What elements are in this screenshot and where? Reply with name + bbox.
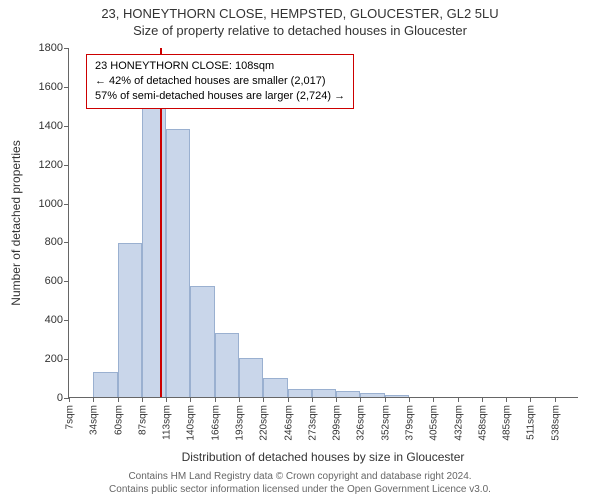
histogram-bar bbox=[239, 358, 263, 397]
x-tick-mark bbox=[336, 397, 337, 402]
x-tick-label: 246sqm bbox=[281, 405, 294, 441]
x-tick-label: 113sqm bbox=[160, 405, 173, 440]
histogram-bar bbox=[190, 286, 214, 397]
x-tick-mark bbox=[239, 397, 240, 402]
x-tick-label: 511sqm bbox=[524, 405, 537, 440]
x-tick-mark bbox=[555, 397, 556, 402]
x-tick-label: 352sqm bbox=[378, 405, 391, 441]
x-tick-mark bbox=[312, 397, 313, 402]
footer-line: Contains HM Land Registry data © Crown c… bbox=[0, 470, 600, 483]
histogram-bar bbox=[142, 86, 166, 397]
x-tick-mark bbox=[215, 397, 216, 402]
histogram-bar bbox=[263, 378, 287, 397]
histogram-bar bbox=[312, 389, 336, 397]
y-tick-mark bbox=[64, 281, 69, 282]
x-tick-mark bbox=[288, 397, 289, 402]
y-tick-mark bbox=[64, 87, 69, 88]
x-tick-mark bbox=[458, 397, 459, 402]
x-tick-label: 34sqm bbox=[87, 405, 100, 435]
histogram-bar bbox=[360, 393, 384, 397]
x-tick-label: 405sqm bbox=[427, 405, 440, 441]
x-tick-label: 273sqm bbox=[305, 405, 318, 441]
x-tick-label: 140sqm bbox=[184, 405, 197, 441]
x-tick-mark bbox=[506, 397, 507, 402]
y-tick-mark bbox=[64, 204, 69, 205]
histogram-bar bbox=[166, 129, 190, 397]
x-tick-label: 7sqm bbox=[63, 405, 76, 429]
title-line-2: Size of property relative to detached ho… bbox=[0, 21, 600, 38]
y-tick-mark bbox=[64, 165, 69, 166]
info-line: 23 HONEYTHORN CLOSE: 108sqm bbox=[95, 59, 345, 74]
x-tick-mark bbox=[190, 397, 191, 402]
x-tick-label: 326sqm bbox=[354, 405, 367, 441]
x-tick-mark bbox=[166, 397, 167, 402]
x-tick-mark bbox=[69, 397, 70, 402]
x-tick-mark bbox=[263, 397, 264, 402]
histogram-bar bbox=[288, 389, 312, 397]
x-tick-label: 432sqm bbox=[451, 405, 464, 441]
x-tick-label: 379sqm bbox=[403, 405, 416, 441]
histogram-bar bbox=[336, 391, 360, 397]
info-line: 57% of semi-detached houses are larger (… bbox=[95, 89, 345, 104]
x-axis-label: Distribution of detached houses by size … bbox=[68, 450, 578, 464]
x-tick-mark bbox=[482, 397, 483, 402]
x-tick-mark bbox=[409, 397, 410, 402]
x-tick-mark bbox=[433, 397, 434, 402]
x-tick-mark bbox=[385, 397, 386, 402]
y-tick-mark bbox=[64, 48, 69, 49]
y-tick-mark bbox=[64, 359, 69, 360]
x-tick-label: 193sqm bbox=[233, 405, 246, 441]
y-axis-label: Number of detached properties bbox=[9, 140, 23, 305]
x-tick-mark bbox=[118, 397, 119, 402]
x-tick-mark bbox=[360, 397, 361, 402]
x-tick-label: 485sqm bbox=[500, 405, 513, 441]
histogram-bar bbox=[93, 372, 117, 397]
y-tick-mark bbox=[64, 242, 69, 243]
x-tick-label: 60sqm bbox=[111, 405, 124, 435]
x-tick-mark bbox=[93, 397, 94, 402]
footer: Contains HM Land Registry data © Crown c… bbox=[0, 470, 600, 496]
info-box: 23 HONEYTHORN CLOSE: 108sqm ← 42% of det… bbox=[86, 54, 354, 109]
x-tick-label: 87sqm bbox=[135, 405, 148, 435]
x-tick-label: 299sqm bbox=[330, 405, 343, 441]
x-tick-label: 458sqm bbox=[475, 405, 488, 441]
chart-container: 23, HONEYTHORN CLOSE, HEMPSTED, GLOUCEST… bbox=[0, 0, 600, 500]
y-tick-mark bbox=[64, 320, 69, 321]
title-line-1: 23, HONEYTHORN CLOSE, HEMPSTED, GLOUCEST… bbox=[0, 0, 600, 21]
info-line: ← 42% of detached houses are smaller (2,… bbox=[95, 74, 345, 89]
histogram-bar bbox=[118, 243, 142, 397]
x-tick-label: 220sqm bbox=[257, 405, 270, 441]
x-tick-mark bbox=[142, 397, 143, 402]
y-tick-mark bbox=[64, 126, 69, 127]
histogram-bar bbox=[385, 395, 409, 397]
footer-line: Contains public sector information licen… bbox=[0, 483, 600, 496]
x-tick-label: 166sqm bbox=[208, 405, 221, 441]
x-tick-mark bbox=[530, 397, 531, 402]
histogram-bar bbox=[215, 333, 239, 397]
x-tick-label: 538sqm bbox=[548, 405, 561, 441]
